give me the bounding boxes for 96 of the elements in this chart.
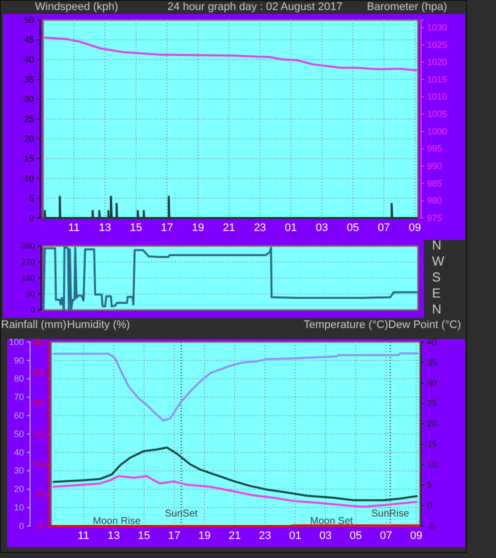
y2-tick-label: 20 — [427, 418, 438, 429]
y-axis-title: Windspeed (kph) — [35, 1, 118, 13]
y2-tick-label: 1005 — [427, 109, 448, 120]
y-tick-label: 100 — [8, 336, 24, 347]
category-label: S — [432, 269, 441, 284]
y-tick-label: 60 — [14, 410, 24, 420]
x-tick-label: 07 — [378, 222, 390, 234]
y-tick-label: 270 — [22, 258, 36, 267]
y-tick-label: 10 — [14, 502, 24, 512]
y-tick-label: 25 — [24, 114, 34, 124]
x-tick-label: 03 — [316, 222, 328, 234]
y2-tick-label: 1020 — [427, 57, 448, 68]
y-tick-label: 50 — [14, 428, 24, 439]
category-label: N — [432, 237, 442, 252]
x-tick-label: 19 — [198, 530, 211, 542]
y2-axis-title: Barometer (hpa) — [366, 1, 447, 13]
y3-tick-label: 0 — [38, 520, 43, 531]
x-tick-label: 23 — [258, 530, 272, 542]
line-series — [52, 446, 418, 502]
line-series — [42, 246, 419, 311]
x-tick-label: 03 — [319, 530, 332, 542]
x-tick-label: 07 — [380, 530, 392, 542]
y2-tick-label: 10 — [427, 460, 438, 470]
x-tick-label: 15 — [138, 530, 150, 542]
y-tick-label: 20 — [14, 484, 24, 494]
y-tick-label: 0 — [30, 306, 36, 315]
x-tick-label: 11 — [78, 530, 90, 542]
y-tick-label: 35 — [24, 74, 34, 84]
y2-tick-label: 985 — [427, 178, 442, 188]
y2-tick-label: 25 — [427, 398, 438, 408]
x-tick-label: 01 — [289, 530, 302, 542]
y2-tick-label: 1030 — [427, 22, 448, 32]
y-axis-title: Humidity (%) — [67, 319, 130, 331]
category-label: W — [432, 253, 444, 268]
annotation: Moon Set — [310, 516, 354, 528]
y-tick-label: 180 — [22, 274, 36, 283]
y-tick-label: 15 — [24, 153, 34, 164]
y-tick-label: 5 — [28, 193, 34, 204]
y2-tick-label: 1025 — [427, 40, 448, 50]
y-tick-label: 0 — [18, 520, 24, 531]
y2-tick-label: 980 — [427, 196, 442, 206]
y2-tick-label: 5 — [427, 480, 432, 490]
y-tick-label: 30 — [14, 466, 24, 476]
x-tick-label: 01 — [284, 222, 298, 234]
category-label: N — [432, 301, 442, 316]
annotation: Moon Rise — [92, 516, 142, 528]
y-tick-label: 360 — [22, 242, 36, 251]
y-tick-label: 40 — [14, 447, 24, 458]
y2-axis-title: Temperature (°C)Dew Point (°C) — [304, 319, 461, 331]
line-series — [42, 196, 418, 219]
x-tick-label: 09 — [408, 222, 422, 234]
y-tick-label: 10 — [24, 173, 34, 184]
y-tick-label: 70 — [14, 392, 24, 402]
y-tick-label: 80 — [14, 374, 24, 384]
y-tick-label: 90 — [26, 290, 36, 299]
x-tick-label: 11 — [68, 222, 80, 234]
y-tick-label: 20 — [24, 134, 34, 144]
y2-tick-label: 30 — [427, 378, 438, 388]
y2-tick-label: 40 — [427, 336, 438, 347]
line-series — [44, 36, 418, 72]
y2-tick-label: 0 — [427, 500, 432, 510]
y-tick-label: 45 — [24, 34, 34, 45]
x-tick-label: 13 — [108, 530, 120, 542]
y-tick-label: 50 — [24, 14, 34, 25]
chart-title: 24 hour graph day : 02 August 2017 — [168, 1, 342, 13]
line-series — [52, 352, 418, 422]
y-tick-label: 90 — [14, 355, 24, 366]
category-label: E — [432, 285, 441, 300]
y-tick-label: 40 — [24, 54, 34, 64]
y2-tick-label: 1000 — [427, 126, 448, 136]
y3-axis-title: Rainfall (mm) — [1, 319, 66, 331]
x-tick-label: 23 — [254, 222, 266, 234]
ref-line-label: SunSet — [164, 508, 198, 520]
y-tick-label: 0 — [28, 212, 34, 223]
x-tick-label: 17 — [160, 222, 174, 234]
line-series — [52, 475, 418, 508]
y2-tick-label: 990 — [427, 160, 442, 171]
x-tick-label: 13 — [98, 222, 112, 234]
y2-tick-label: -5 — [427, 520, 436, 531]
y2-tick-label: 1010 — [427, 92, 448, 102]
x-tick-label: 19 — [192, 222, 204, 234]
y3-tick-label: 5 — [38, 490, 43, 500]
x-tick-label: 05 — [346, 222, 360, 234]
y2-tick-label: 975 — [427, 212, 442, 223]
y2-tick-label: 15 — [427, 439, 438, 450]
y2-tick-label: 35 — [427, 357, 438, 368]
y-tick-label: 30 — [24, 94, 34, 104]
y2-tick-label: 995 — [427, 144, 442, 154]
x-tick-label: 17 — [168, 530, 180, 542]
ref-line-label: SunRise — [371, 508, 410, 520]
x-tick-label: 21 — [222, 222, 236, 234]
x-tick-label: 21 — [228, 530, 241, 542]
x-tick-label: 09 — [410, 530, 422, 542]
x-tick-label: 15 — [130, 222, 142, 234]
y2-tick-label: 1015 — [427, 74, 448, 84]
x-tick-label: 05 — [350, 530, 362, 542]
